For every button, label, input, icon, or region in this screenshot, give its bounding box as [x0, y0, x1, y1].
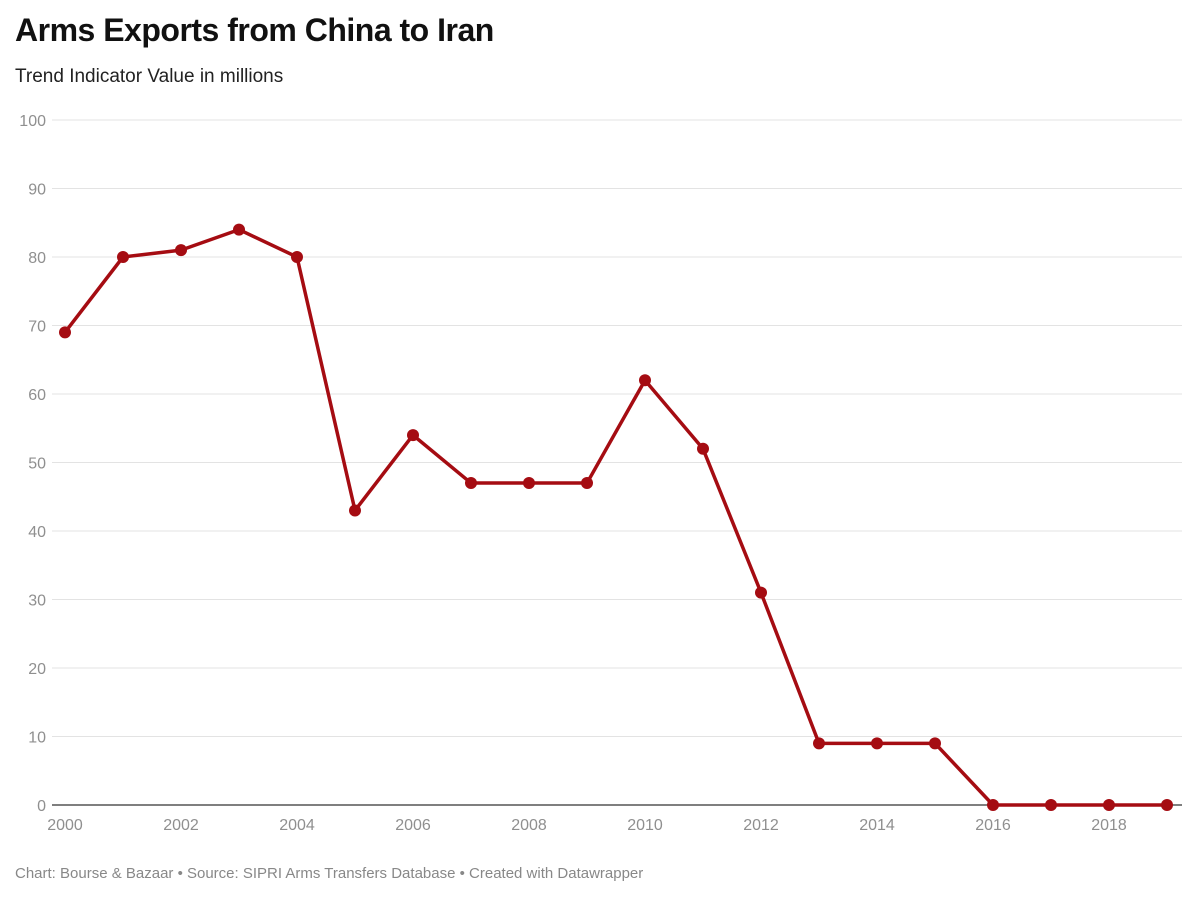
data-point-2007 — [465, 477, 477, 490]
data-point-2017 — [1045, 799, 1057, 811]
data-point-2018 — [1103, 799, 1115, 811]
x-tick-label-2000: 2000 — [47, 817, 83, 834]
x-tick-label-2018: 2018 — [1091, 817, 1127, 834]
y-tick-label-100: 100 — [19, 113, 46, 130]
y-axis-ticks: 0 10 20 30 40 50 60 70 80 90 100 — [19, 113, 46, 815]
y-tick-label-10: 10 — [28, 730, 46, 747]
data-point-2000 — [59, 326, 71, 339]
chart-subtitle: Trend Indicator Value in millions — [15, 66, 284, 87]
y-tick-label-30: 30 — [28, 593, 46, 610]
data-point-2004 — [291, 251, 303, 263]
data-point-2009 — [581, 477, 593, 490]
data-point-2003 — [233, 223, 245, 236]
y-tick-label-60: 60 — [28, 387, 46, 404]
y-tick-label-70: 70 — [28, 319, 46, 336]
y-tick-label-0: 0 — [37, 798, 46, 815]
data-point-2008 — [523, 477, 535, 490]
y-tick-label-20: 20 — [28, 661, 46, 678]
data-point-2011 — [697, 442, 709, 455]
data-point-2002 — [175, 244, 187, 257]
data-point-2006 — [407, 429, 419, 442]
data-point-2010 — [639, 374, 651, 387]
chart-footer: Chart: Bourse & Bazaar • Source: SIPRI A… — [15, 865, 644, 882]
x-tick-label-2002: 2002 — [163, 817, 199, 834]
x-tick-label-2014: 2014 — [859, 817, 895, 834]
x-tick-label-2012: 2012 — [743, 817, 779, 834]
gridlines — [52, 119, 1182, 737]
series-line-0 — [63, 227, 1169, 807]
y-tick-label-90: 90 — [28, 182, 46, 199]
data-point-2001 — [117, 251, 129, 263]
chart-title: Arms Exports from China to Iran — [15, 12, 494, 48]
x-tick-label-2006: 2006 — [395, 817, 431, 834]
x-tick-label-2004: 2004 — [279, 817, 315, 834]
x-axis-ticks: 2000 2002 2004 2006 2008 2010 2012 2014 2016 2018 — [47, 817, 1127, 834]
data-point-2016 — [987, 799, 999, 811]
x-tick-label-2010: 2010 — [627, 817, 663, 834]
data-point-2019 — [1161, 799, 1173, 811]
data-point-2005 — [349, 504, 361, 517]
y-tick-label-80: 80 — [28, 250, 46, 267]
x-tick-label-2016: 2016 — [975, 817, 1011, 834]
series-group — [59, 223, 1173, 811]
x-tick-label-2008: 2008 — [511, 817, 547, 834]
y-tick-label-40: 40 — [28, 524, 46, 541]
y-tick-label-50: 50 — [28, 456, 46, 473]
data-point-2012 — [755, 586, 767, 599]
data-point-2014 — [871, 737, 883, 750]
data-point-2013 — [813, 737, 825, 750]
data-point-2015 — [929, 737, 941, 750]
